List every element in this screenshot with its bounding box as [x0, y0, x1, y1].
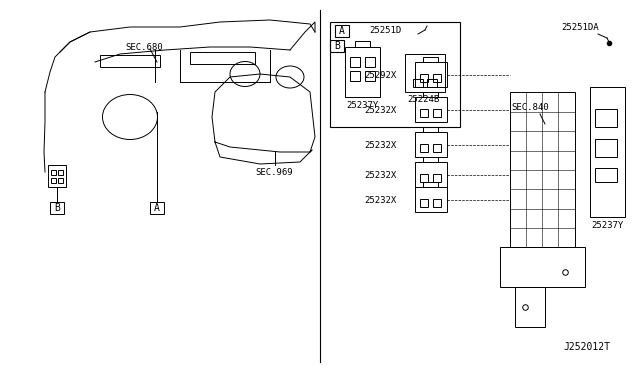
- Bar: [330, 22, 460, 127]
- Bar: [345, 47, 380, 97]
- Bar: [590, 87, 625, 217]
- Text: 25232X: 25232X: [365, 196, 397, 205]
- Text: 25224B: 25224B: [407, 94, 439, 103]
- Bar: [595, 168, 617, 182]
- Bar: [420, 199, 428, 207]
- Bar: [365, 57, 375, 67]
- Text: 25232X: 25232X: [365, 170, 397, 180]
- Bar: [515, 287, 545, 327]
- Bar: [58, 170, 63, 175]
- Bar: [433, 109, 441, 117]
- Bar: [150, 202, 164, 214]
- Bar: [423, 92, 438, 97]
- Bar: [330, 40, 344, 52]
- Bar: [420, 74, 428, 82]
- Bar: [420, 109, 428, 117]
- Bar: [510, 92, 575, 247]
- Bar: [423, 157, 438, 162]
- Bar: [423, 127, 438, 132]
- Bar: [595, 139, 617, 157]
- Bar: [58, 178, 63, 183]
- Text: B: B: [334, 41, 340, 51]
- Bar: [415, 97, 447, 122]
- Bar: [433, 144, 441, 152]
- Bar: [335, 25, 349, 37]
- Bar: [420, 144, 428, 152]
- Bar: [415, 62, 447, 87]
- Bar: [433, 74, 441, 82]
- Bar: [423, 182, 438, 187]
- Text: SEC.969: SEC.969: [255, 167, 292, 176]
- Bar: [415, 187, 447, 212]
- Text: A: A: [339, 26, 345, 36]
- Bar: [415, 162, 447, 187]
- Bar: [433, 199, 441, 207]
- Bar: [355, 41, 370, 47]
- Bar: [365, 71, 375, 81]
- Text: SEC.680: SEC.680: [125, 42, 163, 51]
- Text: 25237Y: 25237Y: [346, 100, 378, 109]
- Bar: [405, 54, 445, 92]
- Text: 25292X: 25292X: [365, 71, 397, 80]
- Bar: [423, 57, 438, 62]
- Text: 25232X: 25232X: [365, 141, 397, 150]
- Bar: [433, 174, 441, 182]
- Text: 25232X: 25232X: [365, 106, 397, 115]
- Bar: [595, 109, 617, 127]
- Bar: [500, 247, 585, 287]
- Bar: [350, 57, 360, 67]
- Bar: [350, 71, 360, 81]
- Bar: [51, 170, 56, 175]
- Bar: [413, 79, 423, 87]
- Text: 25251D: 25251D: [369, 26, 401, 35]
- Text: 25251DA: 25251DA: [561, 22, 599, 32]
- Text: SEC.840: SEC.840: [511, 103, 549, 112]
- Bar: [420, 174, 428, 182]
- Bar: [100, 55, 160, 67]
- Bar: [190, 52, 255, 64]
- Text: A: A: [154, 203, 160, 213]
- Bar: [427, 79, 437, 87]
- Bar: [50, 202, 64, 214]
- Bar: [48, 165, 66, 187]
- Bar: [415, 132, 447, 157]
- Text: J252012T: J252012T: [563, 342, 610, 352]
- Bar: [51, 178, 56, 183]
- Text: 25237Y: 25237Y: [591, 221, 623, 230]
- Text: B: B: [54, 203, 60, 213]
